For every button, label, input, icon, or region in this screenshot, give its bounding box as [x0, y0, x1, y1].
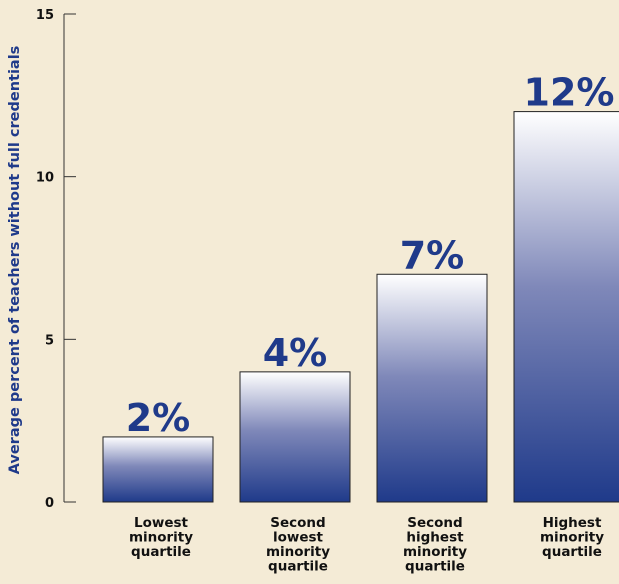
- x-category-label: Highest minority quartile: [540, 515, 604, 560]
- x-category-line: quartile: [542, 544, 602, 560]
- x-category-line: minority: [403, 544, 467, 560]
- y-tick-label: 0: [45, 496, 54, 511]
- x-category-label: Second highest minority quartile: [403, 515, 467, 575]
- data-label: 7%: [400, 233, 465, 277]
- x-category-line: Highest: [543, 515, 602, 531]
- y-tick-label: 5: [45, 333, 54, 348]
- bar: [102, 436, 214, 503]
- y-tick-label: 15: [36, 8, 54, 23]
- data-label: 2%: [126, 396, 191, 440]
- x-category-line: Second: [407, 515, 462, 531]
- x-category-line: quartile: [405, 559, 465, 575]
- x-category-line: Second: [270, 515, 325, 531]
- y-axis-label: Average percent of teachers without full…: [7, 46, 23, 475]
- x-category-label: Second lowest minority quartile: [266, 515, 330, 575]
- y-axis-ticks: 0 5 10 15: [36, 8, 76, 511]
- x-category-line: minority: [540, 530, 604, 546]
- x-category-line: Lowest: [134, 515, 189, 531]
- y-tick-label: 10: [36, 171, 54, 186]
- x-category-line: lowest: [273, 530, 324, 546]
- bar: [513, 111, 619, 503]
- x-category-line: minority: [129, 530, 193, 546]
- bars-group: 2% 4% 7% 12%: [102, 71, 619, 503]
- x-category-line: quartile: [131, 544, 191, 560]
- bar: [376, 273, 488, 503]
- x-category-line: quartile: [268, 559, 328, 575]
- x-category-line: highest: [406, 530, 464, 546]
- x-category-line: minority: [266, 544, 330, 560]
- data-label: 12%: [524, 71, 615, 115]
- bar: [239, 371, 351, 503]
- x-category-label: Lowest minority quartile: [129, 515, 193, 560]
- data-label: 4%: [263, 331, 328, 375]
